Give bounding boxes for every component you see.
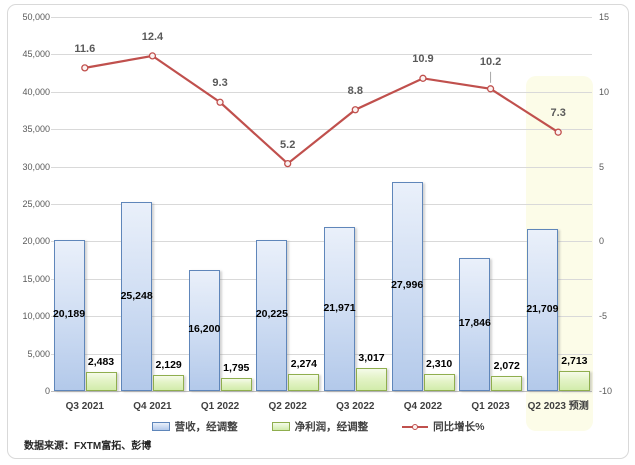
net-profit-value-label: 3,017 bbox=[358, 352, 385, 365]
gridline bbox=[51, 278, 592, 280]
line-point-marker bbox=[486, 85, 495, 93]
net-profit-value-label: 2,713 bbox=[561, 354, 588, 367]
net-profit-value-label: 2,129 bbox=[155, 359, 182, 372]
net-profit-value-label: 2,274 bbox=[290, 357, 318, 370]
bar-revenue bbox=[121, 202, 153, 391]
left-axis-tick-label: 25,000 bbox=[22, 199, 50, 209]
right-axis-tick-label: -10 bbox=[599, 386, 613, 396]
bar-net-profit bbox=[558, 370, 590, 391]
revenue-value-label: 17,846 bbox=[458, 317, 491, 330]
left-axis-tick-label: 15,000 bbox=[22, 273, 50, 284]
gridline bbox=[51, 91, 592, 93]
x-axis-category-label: Q1 2023 bbox=[471, 401, 510, 412]
bar-revenue bbox=[256, 239, 288, 391]
revenue-value-label: 25,248 bbox=[120, 289, 153, 302]
gridline bbox=[51, 241, 592, 243]
line-point-marker bbox=[81, 64, 89, 72]
revenue-value-label: 20,189 bbox=[52, 308, 86, 321]
right-axis-tick-label: 15 bbox=[599, 12, 610, 22]
x-axis-line bbox=[51, 391, 592, 392]
line-point-marker bbox=[351, 106, 359, 114]
legend-label: 营收，经调整 bbox=[174, 421, 238, 433]
bar-revenue bbox=[391, 181, 423, 391]
x-axis-category-label: Q2 2023 预测 bbox=[527, 401, 589, 412]
gridline bbox=[51, 316, 592, 318]
net-profit-value-label: 1,795 bbox=[223, 361, 250, 374]
yoy-growth-value-label: 11.6 bbox=[74, 42, 96, 55]
bar-net-profit bbox=[220, 377, 252, 391]
revenue-value-label: 27,996 bbox=[391, 279, 424, 292]
gridline bbox=[51, 353, 592, 355]
legend-item-net-profit: 净利润，经调整 bbox=[271, 419, 369, 434]
bar-revenue bbox=[526, 228, 558, 391]
bar-net-profit bbox=[288, 373, 320, 391]
right-axis-tick-label: -5 bbox=[599, 311, 608, 322]
legend-item-yoy-growth: 同比增长% bbox=[402, 419, 484, 434]
gridline bbox=[51, 17, 592, 18]
yoy-growth-value-label: 7.3 bbox=[550, 107, 566, 120]
gridline bbox=[51, 54, 592, 56]
yoy-growth-value-label: 10.9 bbox=[412, 53, 434, 66]
left-axis-tick-label: 20,000 bbox=[22, 236, 50, 247]
revenue-value-label: 21,971 bbox=[323, 301, 356, 314]
line-point-marker bbox=[419, 74, 427, 82]
source-note: 数据来源：FXTM富拓、彭博 bbox=[24, 441, 152, 452]
right-axis-tick-label: 10 bbox=[599, 86, 610, 97]
revenue-value-label: 21,709 bbox=[526, 302, 559, 315]
net-profit-swatch-icon bbox=[271, 422, 290, 431]
right-axis-tick-label: 5 bbox=[599, 161, 605, 172]
left-axis-tick-label: 50,000 bbox=[22, 12, 50, 22]
bar-net-profit bbox=[356, 368, 387, 391]
yoy-growth-line bbox=[84, 54, 559, 166]
left-axis-tick-label: 45,000 bbox=[22, 49, 50, 60]
line-point-marker bbox=[216, 98, 224, 106]
left-axis-tick-label: 40,000 bbox=[22, 86, 50, 97]
legend-label: 净利润，经调整 bbox=[294, 421, 369, 433]
gridline bbox=[51, 129, 592, 131]
legend-item-revenue: 营收，经调整 bbox=[151, 419, 238, 434]
bar-net-profit bbox=[423, 373, 455, 391]
legend: 营收，经调整 净利润，经调整 同比增长% bbox=[8, 419, 628, 434]
net-profit-value-label: 2,072 bbox=[493, 359, 520, 372]
line-series-layer bbox=[81, 52, 562, 168]
chart-frame: 0 5,000 10,000 15,000 20,000 25,000 30,000 35,0… bbox=[7, 4, 629, 459]
yoy-growth-value-label: 9.3 bbox=[212, 77, 228, 90]
right-axis-tick-label: 0 bbox=[599, 236, 605, 247]
bar-revenue bbox=[324, 226, 355, 391]
yoy-line-marker-icon bbox=[402, 422, 429, 431]
net-profit-value-label: 2,483 bbox=[87, 356, 115, 369]
line-point-marker bbox=[554, 128, 562, 136]
line-point-marker bbox=[284, 159, 292, 168]
left-axis-tick-label: 0 bbox=[44, 386, 50, 396]
x-axis-category-label: Q3 2021 bbox=[65, 401, 104, 412]
yoy-growth-value-label: 5.2 bbox=[280, 138, 296, 151]
x-axis-category-label: Q2 2022 bbox=[268, 401, 307, 412]
left-axis-tick-label: 5,000 bbox=[27, 348, 50, 359]
net-profit-value-label: 2,310 bbox=[425, 357, 453, 370]
gridline bbox=[51, 204, 592, 205]
bar-revenue bbox=[53, 239, 85, 391]
bar-net-profit bbox=[491, 375, 523, 391]
revenue-value-label: 20,225 bbox=[255, 308, 288, 321]
x-axis-category-label: Q1 2022 bbox=[200, 401, 240, 412]
bar-net-profit bbox=[153, 375, 185, 391]
line-point-marker bbox=[148, 52, 157, 60]
left-axis-tick-label: 30,000 bbox=[22, 161, 50, 172]
bar-net-profit bbox=[85, 372, 117, 391]
left-axis-tick-label: 10,000 bbox=[22, 311, 50, 322]
x-axis-category-label: Q4 2022 bbox=[403, 401, 443, 412]
x-axis-category-label: Q4 2021 bbox=[133, 401, 172, 412]
yoy-growth-value-label: 10.2 bbox=[479, 55, 502, 68]
bar-revenue bbox=[188, 269, 220, 391]
legend-label: 同比增长% bbox=[433, 421, 485, 433]
left-axis-tick-label: 35,000 bbox=[22, 124, 50, 135]
revenue-swatch-icon bbox=[151, 422, 170, 431]
x-axis-category-label: Q3 2022 bbox=[336, 401, 375, 412]
revenue-value-label: 16,200 bbox=[188, 323, 221, 336]
yoy-growth-value-label: 8.8 bbox=[347, 84, 363, 97]
bar-revenue bbox=[459, 257, 491, 391]
gridline bbox=[51, 166, 592, 168]
yoy-growth-value-label: 12.4 bbox=[141, 30, 164, 43]
